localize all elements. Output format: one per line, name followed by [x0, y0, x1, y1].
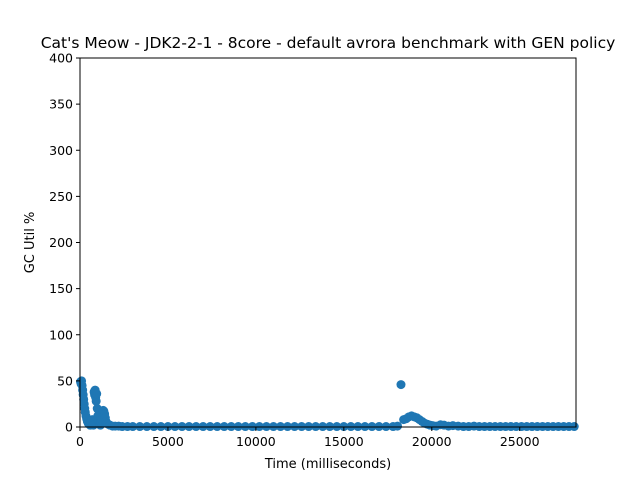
y-tick-label: 300 [49, 143, 73, 158]
x-tick-label: 15000 [324, 434, 364, 449]
y-tick-label: 0 [65, 420, 73, 435]
data-point [91, 396, 101, 406]
y-tick-label: 100 [49, 327, 73, 342]
plot-area [76, 58, 579, 432]
data-point [396, 380, 406, 390]
x-axis-ticks: 0 5000 10000 15000 20000 25000 [76, 427, 540, 449]
plot-background [80, 58, 576, 427]
x-tick-label: 0 [76, 434, 84, 449]
data-point [92, 389, 102, 399]
x-tick-label: 10000 [236, 434, 276, 449]
x-tick-label: 5000 [152, 434, 184, 449]
data-point [392, 421, 402, 431]
chart-title: Cat's Meow - JDK2-2-1 - 8core - default … [41, 34, 616, 52]
y-axis-label: GC Util % [23, 212, 38, 274]
y-tick-label: 250 [49, 189, 73, 204]
y-tick-label: 150 [49, 281, 73, 296]
plot-frame [79, 57, 577, 428]
x-tick-label: 20000 [412, 434, 452, 449]
x-axis-label: Time (milliseconds) [264, 457, 391, 472]
y-axis-ticks: 0 50 100 150 200 250 300 350 400 [49, 51, 80, 435]
y-tick-label: 400 [49, 51, 73, 66]
y-tick-label: 50 [57, 373, 73, 388]
x-tick-label: 25000 [500, 434, 540, 449]
y-tick-label: 200 [49, 235, 73, 250]
y-tick-label: 350 [49, 97, 73, 112]
